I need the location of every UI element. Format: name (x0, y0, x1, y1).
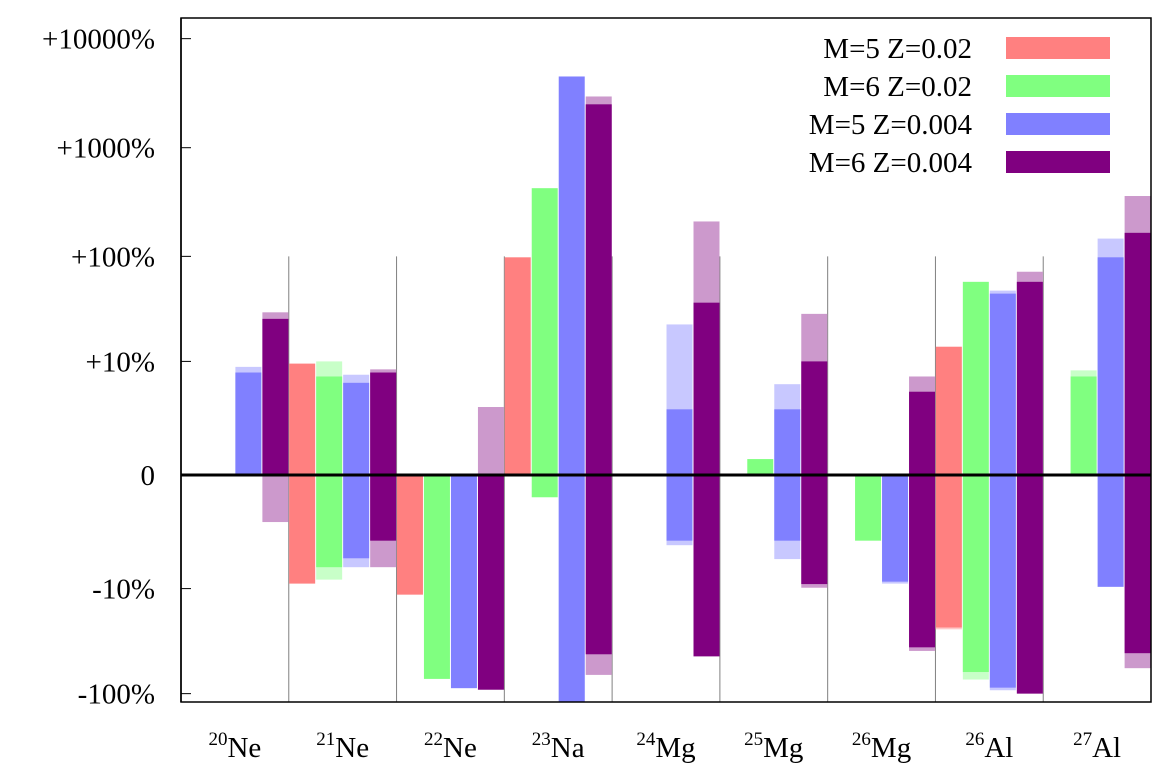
bar-negative (370, 475, 397, 541)
bar-negative (450, 475, 477, 689)
bar-negative (289, 475, 316, 584)
x-category-label: 27Al (1073, 729, 1121, 763)
legend-swatch (1006, 113, 1110, 135)
y-tick-label: +10000% (42, 24, 155, 56)
bar-positive (262, 318, 289, 475)
bar-positive (909, 391, 936, 475)
bar-positive (531, 188, 558, 475)
y-tick-label: -10% (92, 574, 155, 606)
bar-positive (935, 346, 962, 475)
y-axis-ticks: +10000% +1000% +100% +10% 0 -10% -100% (42, 24, 191, 711)
bar-negative (774, 475, 801, 541)
x-category-label: 21Ne (316, 729, 369, 763)
x-category-label: 24Mg (636, 729, 695, 763)
y-tick-label: 0 (141, 460, 156, 492)
bar-positive (801, 361, 828, 475)
bar-positive (558, 76, 585, 475)
legend: M=5 Z=0.02 M=6 Z=0.02 M=5 Z=0.004 M=6 Z=0.0… (809, 33, 1110, 179)
bar-positive (693, 302, 720, 475)
legend-swatch (1006, 151, 1110, 173)
bar-negative (882, 475, 909, 582)
y-tick-label: -100% (78, 679, 155, 711)
bar-positive (343, 382, 370, 475)
y-tick-label: +10% (85, 346, 155, 378)
bar-positive (316, 376, 343, 475)
bar-positive (747, 459, 774, 475)
y-tick-label: +1000% (56, 133, 155, 165)
bar-positive (1097, 257, 1124, 475)
bar-negative (1124, 475, 1151, 654)
bar-negative (477, 475, 504, 690)
bar-negative (801, 475, 828, 585)
bar-positive (585, 104, 612, 476)
bar-negative (423, 475, 450, 679)
bar-positive (962, 281, 989, 475)
bar-positive (370, 372, 397, 475)
y-tick-label: +100% (71, 241, 155, 273)
bar-negative (962, 475, 989, 673)
bars (235, 76, 1151, 702)
bar-negative (935, 475, 962, 628)
x-category-label: 25Mg (744, 729, 803, 763)
x-category-label: 22Ne (424, 729, 477, 763)
legend-swatch (1006, 37, 1110, 59)
bar-negative (585, 475, 612, 655)
x-category-label: 23Na (532, 729, 585, 763)
bar-positive (289, 363, 316, 475)
x-axis-categories: 20Ne 21Ne 22Ne 23Na 24Mg 25Mg 26Mg 26Al 27Al (208, 729, 1121, 763)
bar-negative (909, 475, 936, 648)
bar-negative (343, 475, 370, 559)
bar-positive (1016, 281, 1043, 475)
x-category-label: 26Mg (852, 729, 911, 763)
legend-swatch (1006, 75, 1110, 97)
legend-label: M=6 Z=0.004 (809, 147, 973, 179)
bar-negative (1097, 475, 1124, 587)
bar-positive (774, 409, 801, 475)
bar-negative (693, 475, 720, 657)
x-category-label: 26Al (965, 729, 1013, 763)
legend-label: M=5 Z=0.02 (823, 33, 972, 65)
bar-positive (1070, 376, 1097, 475)
bar-extent-negative (262, 475, 289, 523)
bar-positive (504, 257, 531, 475)
bar-negative (396, 475, 423, 595)
x-category-label: 20Ne (208, 729, 261, 763)
bar-negative (1016, 475, 1043, 694)
bar-positive (989, 293, 1016, 475)
bar-negative (316, 475, 343, 568)
bar-positive (235, 372, 262, 475)
legend-label: M=6 Z=0.02 (823, 71, 972, 103)
bar-positive (666, 409, 693, 475)
plot-frame (180, 17, 1152, 703)
bar-negative (855, 475, 882, 541)
bar-negative (531, 475, 558, 498)
bar-negative (989, 475, 1016, 688)
bar-negative (666, 475, 693, 541)
bar-positive (1124, 232, 1151, 475)
bar-negative (558, 475, 585, 702)
legend-label: M=5 Z=0.004 (809, 109, 973, 141)
bar-extent-positive (477, 407, 504, 475)
